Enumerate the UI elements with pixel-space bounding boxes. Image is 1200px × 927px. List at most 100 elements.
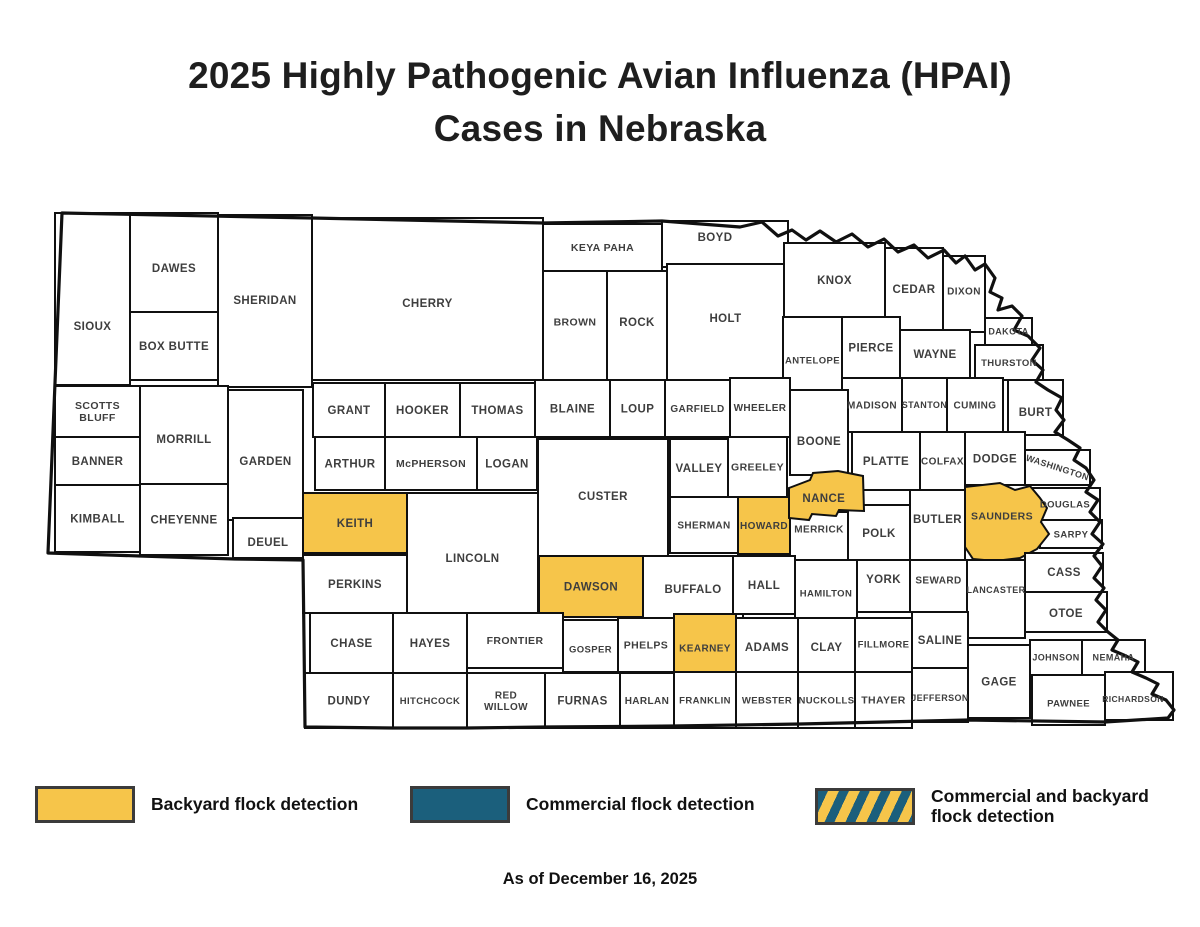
legend-item-commercial: Commercial flock detection bbox=[410, 786, 755, 823]
county-label-hooker: HOOKER bbox=[396, 405, 449, 417]
county-label-wayne: WAYNE bbox=[913, 349, 956, 361]
county-label-nuckolls: NUCKOLLS bbox=[799, 695, 855, 706]
county-label-keith: KEITH bbox=[337, 518, 374, 530]
county-boone bbox=[789, 389, 849, 476]
commercial-swatch-icon bbox=[410, 786, 510, 823]
county-label-pierce: PIERCE bbox=[848, 343, 893, 355]
county-label-sheridan: SHERIDAN bbox=[233, 295, 296, 307]
county-label-garfield: GARFIELD bbox=[670, 404, 724, 415]
county-nuckolls bbox=[797, 671, 856, 729]
county-cherry bbox=[311, 217, 544, 381]
nebraska-map-svg: SIOUX DAWES SHERIDAN BOX BUTTE SCOTTS BLUFF MO… bbox=[46, 211, 1176, 730]
county-nance bbox=[788, 469, 866, 522]
county-label-brown: BROWN bbox=[554, 317, 597, 329]
backyard-swatch-icon bbox=[35, 786, 135, 823]
county-antelope bbox=[782, 316, 843, 391]
county-label-perkins: PERKINS bbox=[328, 579, 382, 591]
county-label-thomas: THOMAS bbox=[471, 405, 523, 417]
legend-label-commercial: Commercial flock detection bbox=[526, 794, 755, 815]
county-madison bbox=[841, 377, 903, 433]
county-harlan bbox=[619, 672, 675, 729]
county-label-colfax: COLFAX bbox=[921, 457, 964, 468]
county-dodge bbox=[964, 431, 1026, 486]
county-dixon bbox=[942, 255, 986, 333]
county-label-logan: LOGAN bbox=[485, 459, 529, 471]
county-mcpherson bbox=[384, 436, 478, 491]
legend-label-both: Commercial and backyard flock detection bbox=[931, 786, 1149, 827]
county-boyd bbox=[661, 220, 789, 268]
county-sherman bbox=[669, 496, 739, 554]
county-label-dodge: DODGE bbox=[973, 454, 1017, 466]
county-pierce bbox=[841, 316, 901, 379]
county-label-deuel: DEUEL bbox=[248, 537, 289, 549]
county-label-polk: POLK bbox=[862, 528, 896, 540]
county-washington bbox=[1024, 449, 1091, 486]
county-label-chase: CHASE bbox=[330, 638, 372, 650]
county-knox bbox=[783, 242, 886, 318]
county-label-kimball: KIMBALL bbox=[70, 514, 125, 526]
county-pawnee bbox=[1031, 674, 1106, 726]
county-dundy bbox=[304, 672, 394, 729]
striped-swatch-icon bbox=[815, 787, 915, 825]
county-label-richardson: RICHARDSON bbox=[1102, 694, 1164, 704]
county-lancaster bbox=[966, 559, 1026, 639]
county-kimball bbox=[54, 484, 141, 553]
county-label-nance: NANCE bbox=[802, 493, 845, 505]
county-label-dakota: DAKOTA bbox=[988, 327, 1028, 337]
legend-item-backyard: Backyard flock detection bbox=[35, 786, 358, 823]
county-adams bbox=[735, 617, 799, 673]
county-rock bbox=[606, 270, 668, 381]
county-label-thurston: THURSTON bbox=[981, 358, 1037, 369]
county-label-fillmore: FILLMORE bbox=[858, 639, 910, 650]
county-perkins bbox=[302, 554, 408, 614]
nebraska-county-map: SIOUX DAWES SHERIDAN BOX BUTTE SCOTTS BLUFF MO… bbox=[30, 195, 1190, 745]
county-label-red-willow: RED WILLOW bbox=[484, 690, 528, 713]
county-label-banner: BANNER bbox=[72, 456, 124, 468]
county-label-franklin: FRANKLIN bbox=[679, 695, 731, 706]
county-label-grant: GRANT bbox=[328, 405, 371, 417]
county-buffalo bbox=[642, 555, 744, 619]
county-label-cedar: CEDAR bbox=[893, 284, 936, 296]
county-label-cuming: CUMING bbox=[954, 401, 997, 412]
legend-label-backyard: Backyard flock detection bbox=[151, 794, 359, 815]
county-label-hayes: HAYES bbox=[410, 638, 451, 650]
county-label-madison: MADISON bbox=[847, 401, 897, 412]
state-border-outline bbox=[46, 211, 1176, 730]
county-label-frontier: FRONTIER bbox=[487, 635, 544, 647]
county-label-dawes: DAWES bbox=[152, 263, 196, 275]
county-label-dawson: DAWSON bbox=[564, 582, 618, 594]
county-wayne bbox=[899, 329, 971, 379]
page-title: 2025 Highly Pathogenic Avian Influenza (… bbox=[0, 50, 1200, 155]
county-box-butte bbox=[129, 311, 219, 381]
county-fillmore bbox=[854, 617, 913, 673]
county-lincoln bbox=[406, 492, 539, 614]
county-label-buffalo: BUFFALO bbox=[664, 584, 721, 596]
county-label-knox: KNOX bbox=[817, 275, 852, 287]
county-label-scotts-bluff: SCOTTS BLUFF bbox=[75, 400, 120, 424]
county-label-rock: ROCK bbox=[619, 317, 655, 329]
county-custer bbox=[537, 438, 669, 557]
county-label-douglas: DOUGLAS bbox=[1040, 499, 1090, 510]
county-butler bbox=[909, 489, 966, 561]
county-arthur bbox=[314, 436, 386, 491]
county-garden bbox=[227, 389, 304, 521]
county-label-box-butte: BOX BUTTE bbox=[139, 341, 209, 353]
county-label-nemaha: NEMAHA bbox=[1093, 653, 1135, 663]
county-label-burt: BURT bbox=[1019, 407, 1053, 419]
county-thurston bbox=[974, 344, 1044, 381]
county-label-hamilton: HAMILTON bbox=[800, 588, 852, 599]
county-label-jefferson: JEFFERSON bbox=[911, 693, 969, 703]
county-label-otoe: OTOE bbox=[1049, 608, 1083, 620]
county-label-stanton: STANTON bbox=[902, 400, 947, 410]
county-label-seward: SEWARD bbox=[915, 576, 961, 587]
county-cheyenne bbox=[139, 483, 229, 556]
county-howard bbox=[737, 496, 791, 555]
county-label-custer: CUSTER bbox=[578, 491, 628, 503]
county-label-platte: PLATTE bbox=[863, 456, 909, 468]
county-label-york: YORK bbox=[866, 574, 901, 586]
county-label-greeley: GREELEY bbox=[731, 462, 784, 474]
county-label-mcpherson: McPHERSON bbox=[396, 458, 466, 470]
county-label-kearney: KEARNEY bbox=[679, 644, 731, 655]
county-label-sherman: SHERMAN bbox=[677, 521, 730, 532]
